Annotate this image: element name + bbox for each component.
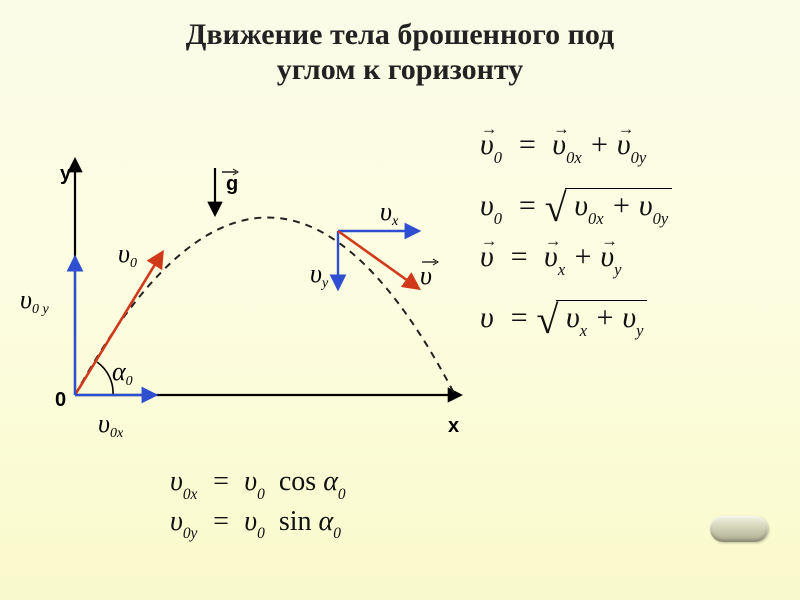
nav-button[interactable]: [710, 516, 768, 542]
formulas-bottom: υ0x = υ0 cos α0 υ0y = υ0 sin α0: [170, 462, 346, 545]
formulas-right: υ0 = υ0x + υ0y υ0 = √ υ0x + υ0y υ = υx +…: [480, 120, 672, 352]
v-label: υ: [420, 261, 432, 290]
formula-v-magnitude: υ = √ υx + υy: [480, 296, 672, 344]
formula-v0y: υ0y = υ0 sin α0: [170, 506, 346, 542]
vy-label: υy: [310, 259, 329, 291]
v0x-label: υ0x: [98, 409, 124, 441]
g-label: g: [226, 173, 238, 195]
angle-label: α0: [112, 357, 133, 389]
formula-v0x: υ0x = υ0 cos α0: [170, 466, 346, 502]
formula-v0-vec-sum: υ0 = υ0x + υ0y: [480, 128, 672, 176]
x-axis-label: x: [448, 415, 459, 437]
formula-v-vec-sum: υ = υx + υy: [480, 240, 672, 288]
v0y-label: υ0 y: [20, 285, 49, 317]
y-axis-label: y: [60, 163, 72, 185]
v0-label: υ0: [118, 239, 137, 271]
formula-v0-magnitude: υ0 = √ υ0x + υ0y: [480, 184, 672, 232]
trajectory-curve: [75, 218, 455, 396]
angle-arc: [97, 362, 113, 395]
vx-label: υx: [380, 197, 399, 229]
projectile-diagram: x y 0 α0 υ0 υ0x υ0 y g υx υy υ: [0, 0, 800, 600]
origin-label: 0: [55, 389, 66, 411]
